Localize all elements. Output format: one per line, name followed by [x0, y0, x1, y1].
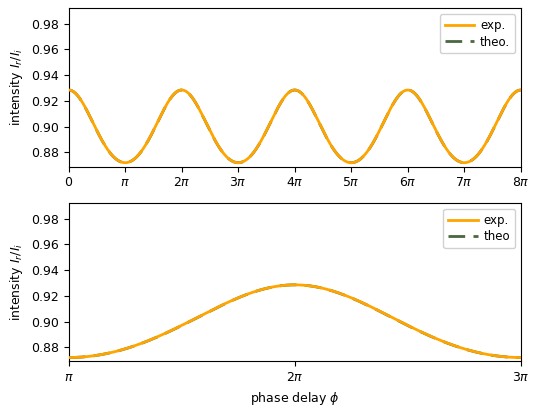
theo. [509, 93, 515, 98]
Line: theo: theo [69, 285, 521, 358]
Line: exp.: exp. [69, 90, 521, 163]
Y-axis label: intensity $I_r/I_i$: intensity $I_r/I_i$ [8, 49, 25, 127]
exp. [117, 348, 123, 353]
exp. [460, 346, 466, 351]
exp. [144, 339, 150, 344]
exp. [144, 140, 151, 145]
exp. [509, 355, 515, 360]
theo [117, 348, 123, 353]
exp. [239, 159, 245, 164]
theo. [117, 159, 123, 164]
theo. [518, 88, 524, 93]
Y-axis label: intensity $I_r/I_i$: intensity $I_r/I_i$ [8, 243, 25, 321]
theo [292, 282, 298, 287]
Line: theo.: theo. [69, 90, 521, 163]
theo [460, 346, 466, 351]
exp. [460, 160, 466, 165]
theo [66, 355, 72, 360]
exp. [259, 137, 265, 142]
theo [509, 355, 515, 360]
theo [258, 287, 265, 292]
Legend: exp., theo: exp., theo [443, 209, 515, 248]
exp. [518, 355, 524, 360]
exp. [66, 88, 72, 93]
theo [239, 294, 245, 299]
exp. [239, 294, 245, 299]
theo [144, 339, 150, 344]
exp. [66, 355, 72, 360]
Legend: exp., theo.: exp., theo. [440, 14, 515, 53]
theo. [144, 140, 151, 145]
theo. [239, 159, 245, 164]
theo. [460, 160, 466, 165]
exp. [258, 287, 265, 292]
exp. [292, 282, 298, 287]
exp. [509, 93, 515, 98]
exp. [122, 160, 129, 165]
theo. [259, 137, 265, 142]
theo [518, 355, 524, 360]
theo. [66, 88, 72, 93]
Line: exp.: exp. [69, 285, 521, 358]
exp. [518, 88, 524, 93]
exp. [117, 159, 123, 164]
X-axis label: phase delay $\phi$: phase delay $\phi$ [250, 390, 339, 407]
theo. [122, 160, 129, 165]
